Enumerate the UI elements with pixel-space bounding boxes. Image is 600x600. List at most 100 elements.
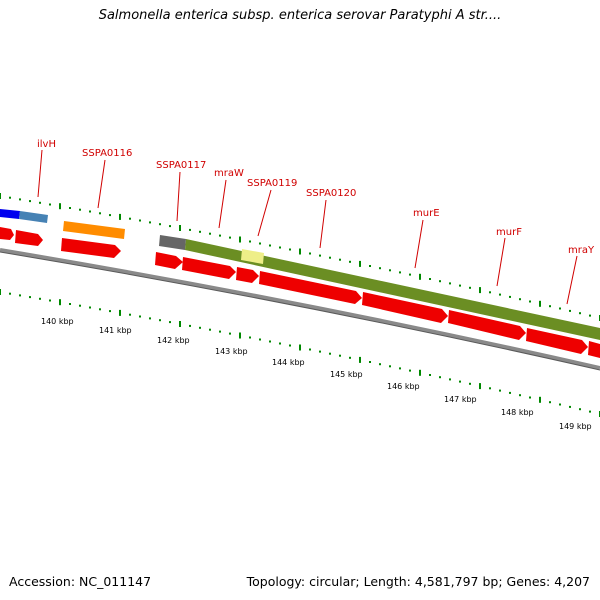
minor-tick [189,228,191,231]
minor-tick [339,258,341,261]
minor-tick [199,230,201,233]
leader-SSPA0116 [97,159,106,209]
minor-tick [19,198,21,201]
gene-arrow [61,238,121,258]
minor-tick [439,376,441,379]
minor-tick [159,319,161,322]
minor-tick [529,300,531,303]
minor-tick [269,340,271,343]
leader-SSPA0117 [176,171,181,222]
major-tick [0,193,1,199]
leader-ilvH [37,149,43,198]
minor-tick [569,405,571,408]
minor-tick [69,303,71,305]
minor-tick [309,348,311,351]
minor-tick [509,295,511,298]
gene-leader-lines [37,149,578,305]
minor-tick [429,374,431,376]
minor-tick [189,324,191,327]
map-title: Salmonella enterica subsp. enterica sero… [98,8,502,23]
minor-tick [409,369,411,372]
minor-tick [459,380,461,383]
minor-tick [29,200,31,203]
scale-label: 145 kbp [330,370,363,379]
scale-label: 140 kbp [41,317,74,326]
minor-tick [589,314,591,317]
minor-tick [49,203,51,206]
genome-summary-text: Topology: circular; Length: 4,581,797 bp… [246,574,590,589]
gene-arrow [155,252,183,269]
feature-track-upper [0,209,600,340]
minor-tick [229,236,231,239]
major-tick [479,287,481,294]
ilvH-steelblue-bar [19,211,48,223]
minor-tick [469,286,471,289]
leader-murE [414,219,424,269]
minor-tick [139,315,141,318]
minor-tick [159,223,161,226]
minor-tick [259,338,261,341]
minor-tick [9,292,11,295]
minor-tick [29,296,31,299]
minor-tick [449,282,451,285]
major-tick [119,309,121,316]
major-tick [299,248,301,255]
minor-tick [569,309,571,312]
minor-tick [99,212,101,215]
minor-tick [459,284,461,287]
minor-tick [329,256,331,259]
major-tick [59,203,61,210]
gene-labels: ilvH SSPA0116 SSPA0117 mraW SSPA0119 SSP… [37,139,595,256]
minor-tick [249,240,251,243]
minor-tick [309,252,311,255]
minor-tick [389,365,391,368]
minor-tick [219,330,221,333]
SSPA0116-orange-bar [63,221,125,239]
scale-label: 143 kbp [215,347,248,356]
scale-label: 142 kbp [157,336,190,345]
scale-label: 149 kbp [559,422,592,431]
minor-tick [499,293,501,296]
backbone-line-shade [0,251,600,371]
minor-tick [399,367,401,370]
feature-track-lower [0,227,600,358]
minor-tick [139,219,141,222]
minor-tick [499,389,501,392]
major-tick [299,344,301,351]
minor-tick [129,217,131,220]
leader-mraW [218,179,227,229]
gene-label-SSPA0119: SSPA0119 [247,178,297,189]
minor-tick [349,356,351,359]
minor-tick [489,291,491,294]
minor-tick [79,208,81,211]
leader-SSPA0119 [257,189,272,237]
minor-tick [109,214,111,217]
minor-tick [9,196,11,199]
minor-tick [89,210,91,213]
minor-tick [369,265,371,267]
scale-labels: 140 kbp 141 kbp 142 kbp 143 kbp 144 kbp … [41,317,592,431]
minor-tick [169,321,171,324]
major-tick [0,289,1,295]
backbone-line [0,248,600,370]
gene-arrow [182,257,236,279]
minor-tick [549,401,551,404]
minor-tick [349,260,351,263]
minor-tick [529,396,531,399]
gene-label-murF: murF [496,227,522,238]
minor-tick [289,344,291,347]
minor-tick [589,410,591,413]
major-tick [239,236,241,243]
minor-tick [339,354,341,357]
gene-label-SSPA0116: SSPA0116 [82,148,132,159]
minor-tick [259,242,261,245]
minor-tick [279,342,281,345]
scale-label: 144 kbp [272,358,305,367]
major-tick [539,396,541,403]
leader-SSPA0120 [319,199,327,249]
minor-tick [559,307,561,310]
minor-tick [19,294,21,297]
gene-arrow [236,267,259,283]
minor-tick [109,310,111,313]
